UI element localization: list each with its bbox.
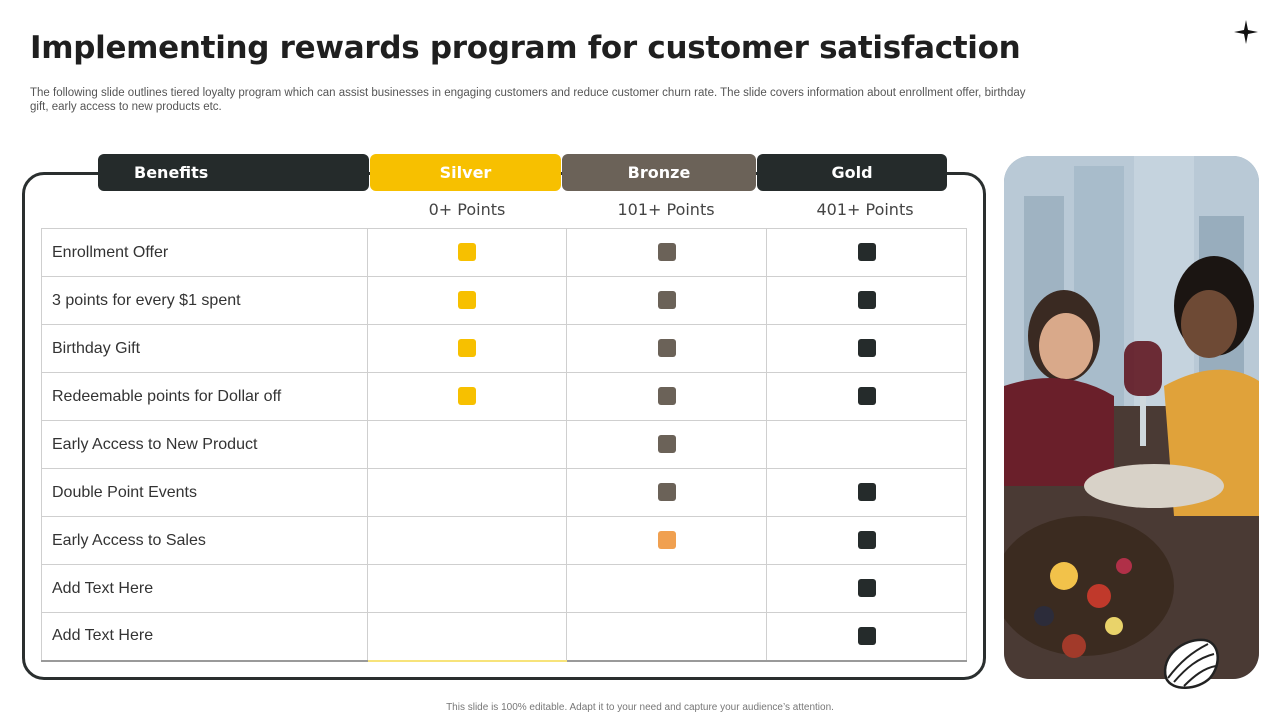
silver-check-marker xyxy=(458,339,476,358)
gold-cell xyxy=(766,612,967,662)
bronze-cell xyxy=(566,612,767,662)
silver-cell xyxy=(367,420,567,469)
benefits-table: Enrollment Offer 3 points for every $1 sp… xyxy=(41,228,967,662)
silver-cell xyxy=(367,612,567,662)
table-row: Redeemable points for Dollar off xyxy=(41,372,967,421)
gold-cell xyxy=(766,420,967,469)
four-point-star-icon xyxy=(1234,20,1258,44)
silver-cell xyxy=(367,324,567,373)
silver-cell xyxy=(367,372,567,421)
gold-check-marker xyxy=(857,579,876,598)
benefit-label: Double Point Events xyxy=(41,468,368,517)
bronze-cell xyxy=(566,516,767,565)
bronze-check-marker xyxy=(657,483,676,502)
silver-check-marker xyxy=(458,243,476,262)
bronze-cell xyxy=(566,564,767,613)
table-row: Early Access to New Product xyxy=(41,420,967,469)
bronze-cell xyxy=(566,372,767,421)
gold-cell xyxy=(766,228,967,277)
bronze-cell xyxy=(566,324,767,373)
bronze-check-marker xyxy=(657,291,676,310)
gold-cell xyxy=(766,372,967,421)
header-silver: Silver xyxy=(370,154,561,191)
slide-title: Implementing rewards program for custome… xyxy=(30,30,1021,66)
bronze-cell xyxy=(566,468,767,517)
points-gold: 401+ Points xyxy=(816,200,914,219)
bronze-cell xyxy=(566,276,767,325)
header-benefits: Benefits xyxy=(98,154,369,191)
bronze-cell xyxy=(566,420,767,469)
bronze-check-marker xyxy=(657,387,676,406)
gold-check-marker xyxy=(857,627,876,646)
bronze-check-marker xyxy=(657,531,676,550)
table-row: Double Point Events xyxy=(41,468,967,517)
gold-cell xyxy=(766,276,967,325)
bronze-check-marker xyxy=(657,339,676,358)
table-row: Enrollment Offer xyxy=(41,228,967,277)
gold-cell xyxy=(766,564,967,613)
bronze-check-marker xyxy=(657,243,676,262)
photo-placeholder xyxy=(1004,156,1259,679)
benefit-label: Add Text Here xyxy=(41,612,368,662)
benefit-label: Early Access to New Product xyxy=(41,420,368,469)
benefit-label: 3 points for every $1 spent xyxy=(41,276,368,325)
gold-check-marker xyxy=(857,483,876,502)
benefit-label: Birthday Gift xyxy=(41,324,368,373)
bronze-check-marker xyxy=(657,435,676,454)
silver-cell xyxy=(367,516,567,565)
benefit-label: Add Text Here xyxy=(41,564,368,613)
header-gold: Gold xyxy=(757,154,947,191)
gold-check-marker xyxy=(857,339,876,358)
gold-check-marker xyxy=(857,243,876,262)
table-row: 3 points for every $1 spent xyxy=(41,276,967,325)
silver-cell xyxy=(367,276,567,325)
bronze-cell xyxy=(566,228,767,277)
table-row: Early Access to Sales xyxy=(41,516,967,565)
gold-cell xyxy=(766,324,967,373)
header-bronze: Bronze xyxy=(562,154,756,191)
silver-cell xyxy=(367,228,567,277)
table-row: Add Text Here xyxy=(41,564,967,613)
table-row: Birthday Gift xyxy=(41,324,967,373)
gold-cell xyxy=(766,516,967,565)
silver-cell xyxy=(367,468,567,517)
gold-cell xyxy=(766,468,967,517)
gold-check-marker xyxy=(857,387,876,406)
benefit-label: Enrollment Offer xyxy=(41,228,368,277)
benefit-label: Redeemable points for Dollar off xyxy=(41,372,368,421)
table-row: Add Text Here xyxy=(41,612,967,662)
silver-check-marker xyxy=(458,291,476,310)
points-silver: 0+ Points xyxy=(428,200,506,219)
slide-subtitle: The following slide outlines tiered loya… xyxy=(30,87,1026,113)
slide-footer: This slide is 100% editable. Adapt it to… xyxy=(446,702,834,713)
gold-check-marker xyxy=(857,531,876,550)
photo-illustration xyxy=(1004,156,1259,679)
leaf-decoration-icon xyxy=(1163,638,1219,689)
gold-check-marker xyxy=(857,291,876,310)
silver-check-marker xyxy=(458,387,476,406)
silver-cell xyxy=(367,564,567,613)
points-bronze: 101+ Points xyxy=(617,200,715,219)
benefit-label: Early Access to Sales xyxy=(41,516,368,565)
